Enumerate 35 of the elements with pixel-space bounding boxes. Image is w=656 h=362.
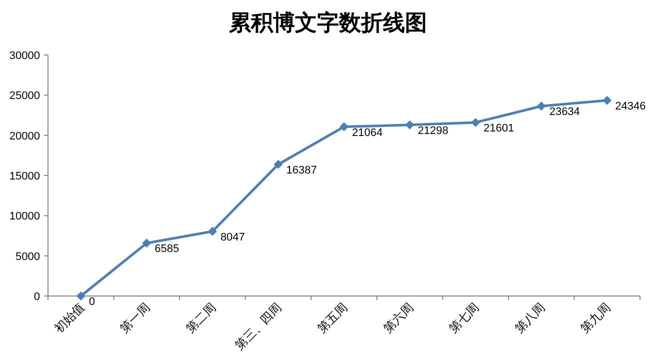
y-tick-label: 0 <box>34 291 40 303</box>
point <box>76 292 86 300</box>
point <box>536 102 546 111</box>
data-label: 21298 <box>418 124 448 137</box>
x-tick-label: 第三、四周 <box>232 300 284 353</box>
data-label: 8047 <box>220 231 245 244</box>
data-label: 21601 <box>484 122 514 134</box>
data-label: 16387 <box>286 164 317 176</box>
point <box>340 122 348 132</box>
x-tick-label: 第九周 <box>578 300 614 336</box>
y-tick-label: 15000 <box>9 170 40 182</box>
point <box>602 96 612 105</box>
x-tick-label: 第六周 <box>380 300 416 336</box>
data-label: 24346 <box>615 100 646 112</box>
x-tick-label: 第八周 <box>512 300 548 336</box>
x-tick-label: 初始值 <box>52 300 88 336</box>
chart-title: 累积博文字数折线图 <box>228 10 427 35</box>
data-label: 23634 <box>549 106 580 118</box>
x-tick-label: 第七周 <box>446 300 482 336</box>
point <box>405 120 414 130</box>
data-label: 0 <box>88 296 96 308</box>
y-tick-label: 20000 <box>9 130 40 142</box>
y-tick-label: 5000 <box>16 250 40 263</box>
y-tick-label: 10000 <box>9 210 40 223</box>
y-tick-label: 25000 <box>9 90 40 102</box>
x-tick-label: 第一周 <box>117 300 153 336</box>
point <box>208 226 217 236</box>
point <box>471 118 480 127</box>
point <box>274 160 283 169</box>
y-tick-label: 30000 <box>9 50 40 62</box>
x-tick-label: 第二周 <box>183 300 219 336</box>
point <box>142 238 152 248</box>
data-label: 6585 <box>154 243 180 256</box>
data-label: 21064 <box>352 126 383 139</box>
x-tick-label: 第五周 <box>314 300 350 336</box>
